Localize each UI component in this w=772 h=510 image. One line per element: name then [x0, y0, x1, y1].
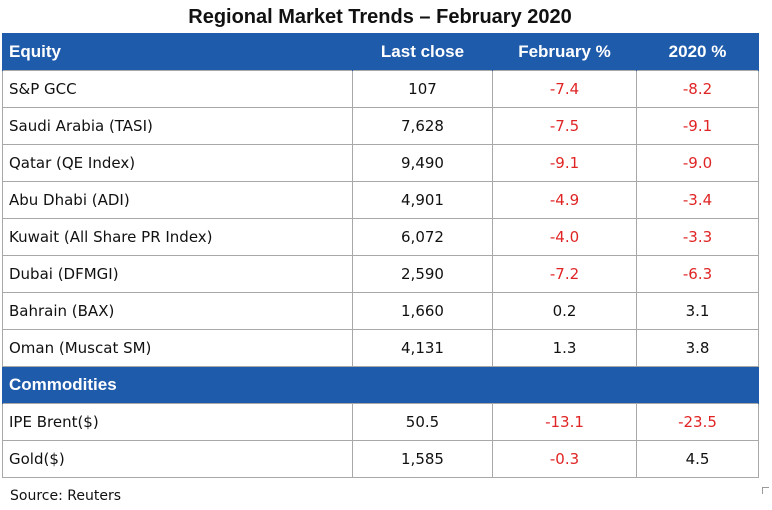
table-row: Gold($) 1,585 -0.3 4.5: [2, 440, 759, 478]
last-close-value: 1,660: [352, 292, 493, 330]
february-pct-value: -7.4: [492, 70, 637, 108]
row-name: IPE Brent($): [2, 403, 353, 441]
column-header-last-close: Last close: [352, 33, 493, 71]
table-row: IPE Brent($) 50.5 -13.1 -23.5: [2, 403, 759, 441]
section-row: Commodities: [2, 366, 759, 404]
february-pct-value: -4.0: [492, 218, 637, 256]
row-name: Abu Dhabi (ADI): [2, 181, 353, 219]
ytd-pct-value: -6.3: [636, 255, 759, 293]
ytd-pct-value: 3.1: [636, 292, 759, 330]
february-pct-value: -7.5: [492, 107, 637, 145]
row-name: Saudi Arabia (TASI): [2, 107, 353, 145]
commodities-label: Commodities: [2, 366, 759, 404]
ytd-pct-value: -23.5: [636, 403, 759, 441]
column-header-2020-pct: 2020 %: [636, 33, 759, 71]
table-row: Abu Dhabi (ADI) 4,901 -4.9 -3.4: [2, 181, 759, 219]
ytd-pct-value: -8.2: [636, 70, 759, 108]
february-pct-value: -4.9: [492, 181, 637, 219]
source-note: Source: Reuters: [10, 488, 121, 504]
table-row: S&P GCC 107 -7.4 -8.2: [2, 70, 759, 108]
february-pct-value: -13.1: [492, 403, 637, 441]
february-pct-value: 0.2: [492, 292, 637, 330]
february-pct-value: -9.1: [492, 144, 637, 182]
ytd-pct-value: -3.4: [636, 181, 759, 219]
ytd-pct-value: -3.3: [636, 218, 759, 256]
table-row: Dubai (DFMGI) 2,590 -7.2 -6.3: [2, 255, 759, 293]
february-pct-value: -0.3: [492, 440, 637, 478]
corner-mark: [762, 487, 769, 494]
row-name: Qatar (QE Index): [2, 144, 353, 182]
table-title: Regional Market Trends – February 2020: [188, 6, 572, 28]
equity-section: S&P GCC 107 -7.4 -8.2 Saudi Arabia (TASI) 7,6…: [2, 70, 759, 367]
row-name: Gold($): [2, 440, 353, 478]
table-row: Oman (Muscat SM) 4,131 1.3 3.8: [2, 329, 759, 367]
ytd-pct-value: -9.1: [636, 107, 759, 145]
ytd-pct-value: 3.8: [636, 329, 759, 367]
ytd-pct-value: 4.5: [636, 440, 759, 478]
row-name: S&P GCC: [2, 70, 353, 108]
column-header-equity: Equity: [2, 33, 353, 71]
last-close-value: 4,901: [352, 181, 493, 219]
last-close-value: 6,072: [352, 218, 493, 256]
ytd-pct-value: -9.0: [636, 144, 759, 182]
commodities-section: IPE Brent($) 50.5 -13.1 -23.5 Gold($) 1,585 -0…: [2, 403, 759, 478]
row-name: Oman (Muscat SM): [2, 329, 353, 367]
table-row: Saudi Arabia (TASI) 7,628 -7.5 -9.1: [2, 107, 759, 145]
row-name: Bahrain (BAX): [2, 292, 353, 330]
table-row: Bahrain (BAX) 1,660 0.2 3.1: [2, 292, 759, 330]
last-close-value: 7,628: [352, 107, 493, 145]
last-close-value: 2,590: [352, 255, 493, 293]
last-close-value: 4,131: [352, 329, 493, 367]
commodities-section-header: Commodities: [2, 366, 759, 404]
february-pct-value: -7.2: [492, 255, 637, 293]
column-header-february-pct: February %: [492, 33, 637, 71]
market-trends-table: Equity Last close February % 2020 % S&P …: [2, 33, 759, 478]
last-close-value: 107: [352, 70, 493, 108]
row-name: Kuwait (All Share PR Index): [2, 218, 353, 256]
last-close-value: 9,490: [352, 144, 493, 182]
header-row: Equity Last close February % 2020 %: [2, 33, 759, 71]
table-row: Kuwait (All Share PR Index) 6,072 -4.0 -3.3: [2, 218, 759, 256]
table-row: Qatar (QE Index) 9,490 -9.1 -9.0: [2, 144, 759, 182]
february-pct-value: 1.3: [492, 329, 637, 367]
row-name: Dubai (DFMGI): [2, 255, 353, 293]
last-close-value: 50.5: [352, 403, 493, 441]
last-close-value: 1,585: [352, 440, 493, 478]
